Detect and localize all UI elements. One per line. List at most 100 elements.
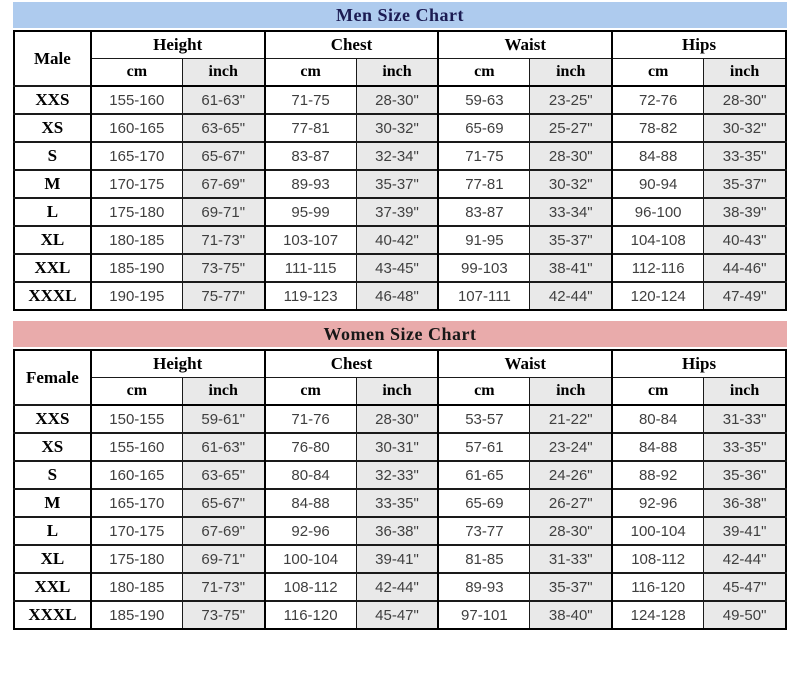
- value-cm-cell: 175-180: [90, 544, 183, 574]
- value-inch-cell: 38-39": [703, 197, 787, 227]
- size-label: S: [13, 460, 92, 490]
- men-group-height: Height: [90, 30, 266, 59]
- unit-inch-header: inch: [355, 377, 440, 406]
- women-chart-title-band: Women Size Chart: [13, 321, 787, 347]
- value-cm-cell: 77-81: [264, 113, 357, 143]
- value-cm-cell: 91-95: [437, 225, 531, 255]
- table-row: XXL 185-190 73-75" 111-115 43-45" 99-103 38-41…: [13, 253, 787, 283]
- women-chart-title: Women Size Chart: [323, 323, 477, 344]
- table-row: XXXL 185-190 73-75" 116-120 45-47" 97-101 38-4…: [13, 600, 787, 630]
- value-inch-cell: 46-48": [355, 281, 440, 311]
- women-size-chart-section: Women Size Chart Female Height Chest Wai…: [13, 321, 787, 630]
- table-row: XXS 150-155 59-61" 71-76 28-30" 53-57 21-22" 80…: [13, 404, 787, 434]
- table-row: XS 160-165 63-65" 77-81 30-32" 65-69 25-27" 78-…: [13, 113, 787, 143]
- women-size-table: Female Height Chest Waist Hips cm inch c…: [13, 349, 787, 630]
- value-cm-cell: 83-87: [437, 197, 531, 227]
- size-label: XXL: [13, 253, 92, 283]
- size-chart-page: Men Size Chart Male Height Chest Waist H…: [13, 2, 787, 630]
- table-row: M 165-170 65-67" 84-88 33-35" 65-69 26-27" 92-9…: [13, 488, 787, 518]
- value-inch-cell: 28-30": [529, 516, 614, 546]
- size-label: XXL: [13, 572, 92, 602]
- men-group-chest: Chest: [264, 30, 440, 59]
- value-inch-cell: 73-75": [181, 253, 266, 283]
- value-inch-cell: 33-35": [355, 488, 440, 518]
- value-inch-cell: 35-37": [529, 225, 614, 255]
- value-inch-cell: 39-41": [355, 544, 440, 574]
- value-inch-cell: 24-26": [529, 460, 614, 490]
- value-cm-cell: 150-155: [90, 404, 183, 434]
- value-inch-cell: 71-73": [181, 572, 266, 602]
- value-inch-cell: 65-67": [181, 141, 266, 171]
- value-cm-cell: 80-84: [611, 404, 705, 434]
- unit-cm-header: cm: [264, 58, 357, 87]
- value-cm-cell: 92-96: [264, 516, 357, 546]
- value-cm-cell: 108-112: [264, 572, 357, 602]
- value-inch-cell: 26-27": [529, 488, 614, 518]
- value-cm-cell: 99-103: [437, 253, 531, 283]
- value-cm-cell: 90-94: [611, 169, 705, 199]
- value-cm-cell: 180-185: [90, 572, 183, 602]
- value-inch-cell: 36-38": [355, 516, 440, 546]
- men-group-waist: Waist: [437, 30, 614, 59]
- value-cm-cell: 175-180: [90, 197, 183, 227]
- size-label: XXS: [13, 404, 92, 434]
- value-cm-cell: 116-120: [264, 600, 357, 630]
- value-cm-cell: 103-107: [264, 225, 357, 255]
- value-inch-cell: 67-69": [181, 516, 266, 546]
- value-cm-cell: 77-81: [437, 169, 531, 199]
- value-inch-cell: 69-71": [181, 544, 266, 574]
- unit-inch-header: inch: [529, 58, 614, 87]
- value-inch-cell: 25-27": [529, 113, 614, 143]
- men-chart-title: Men Size Chart: [336, 4, 464, 25]
- value-cm-cell: 59-63: [437, 85, 531, 115]
- table-row: S 165-170 65-67" 83-87 32-34" 71-75 28-30" 84-8…: [13, 141, 787, 171]
- value-cm-cell: 160-165: [90, 113, 183, 143]
- men-table-body: XXS 155-160 61-63" 71-75 28-30" 59-63 23-25" 72…: [13, 85, 787, 311]
- size-label: XS: [13, 432, 92, 462]
- value-cm-cell: 100-104: [264, 544, 357, 574]
- table-row: XS 155-160 61-63" 76-80 30-31" 57-61 23-24" 84-…: [13, 432, 787, 462]
- value-cm-cell: 160-165: [90, 460, 183, 490]
- value-inch-cell: 38-41": [529, 253, 614, 283]
- value-inch-cell: 23-25": [529, 85, 614, 115]
- value-inch-cell: 40-43": [703, 225, 787, 255]
- size-label: XL: [13, 544, 92, 574]
- size-label: M: [13, 169, 92, 199]
- value-cm-cell: 71-75: [437, 141, 531, 171]
- unit-inch-header: inch: [529, 377, 614, 406]
- value-cm-cell: 185-190: [90, 600, 183, 630]
- value-inch-cell: 30-32": [703, 113, 787, 143]
- value-cm-cell: 112-116: [611, 253, 705, 283]
- men-group-hips: Hips: [611, 30, 787, 59]
- women-table-body: XXS 150-155 59-61" 71-76 28-30" 53-57 21-22" 80…: [13, 404, 787, 630]
- value-cm-cell: 100-104: [611, 516, 705, 546]
- unit-inch-header: inch: [181, 377, 266, 406]
- value-inch-cell: 61-63": [181, 85, 266, 115]
- value-cm-cell: 170-175: [90, 169, 183, 199]
- value-inch-cell: 33-35": [703, 432, 787, 462]
- value-inch-cell: 63-65": [181, 460, 266, 490]
- women-group-height: Height: [90, 349, 266, 378]
- value-cm-cell: 92-96: [611, 488, 705, 518]
- unit-inch-header: inch: [181, 58, 266, 87]
- unit-cm-header: cm: [90, 377, 183, 406]
- men-row-header-label: Male: [13, 30, 92, 87]
- value-inch-cell: 35-37": [529, 572, 614, 602]
- value-cm-cell: 180-185: [90, 225, 183, 255]
- value-cm-cell: 84-88: [264, 488, 357, 518]
- value-inch-cell: 32-33": [355, 460, 440, 490]
- value-cm-cell: 111-115: [264, 253, 357, 283]
- men-chart-title-band: Men Size Chart: [13, 2, 787, 28]
- value-cm-cell: 97-101: [437, 600, 531, 630]
- value-cm-cell: 83-87: [264, 141, 357, 171]
- value-inch-cell: 35-37": [355, 169, 440, 199]
- table-row: M 170-175 67-69" 89-93 35-37" 77-81 30-32" 90-9…: [13, 169, 787, 199]
- value-cm-cell: 76-80: [264, 432, 357, 462]
- value-inch-cell: 73-75": [181, 600, 266, 630]
- size-label: XS: [13, 113, 92, 143]
- value-inch-cell: 35-37": [703, 169, 787, 199]
- value-cm-cell: 65-69: [437, 113, 531, 143]
- size-label: XXXL: [13, 600, 92, 630]
- value-inch-cell: 44-46": [703, 253, 787, 283]
- unit-cm-header: cm: [611, 377, 705, 406]
